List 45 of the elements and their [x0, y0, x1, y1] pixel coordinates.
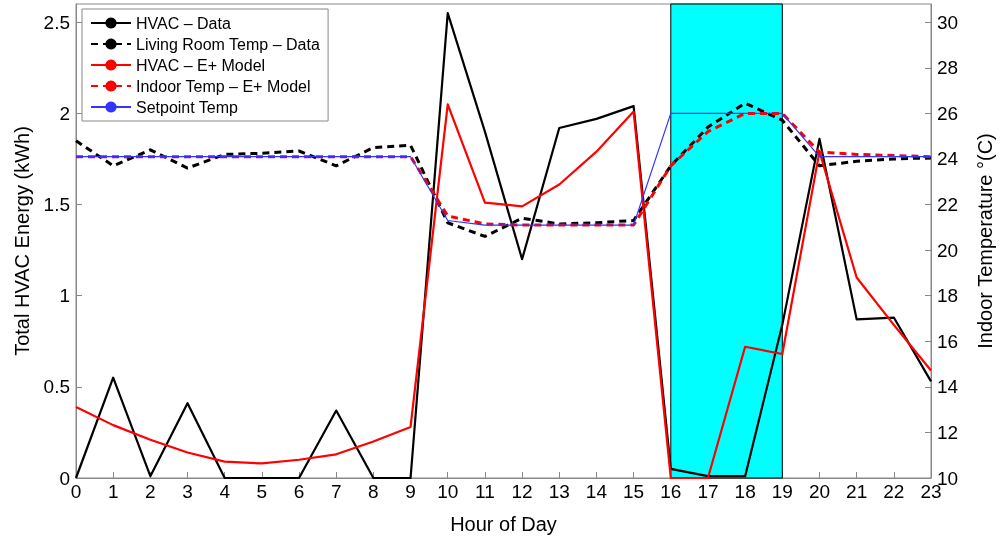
- x-tick-label: 2: [145, 481, 156, 502]
- y2-tick-label: 20: [937, 239, 959, 261]
- legend-label: Indoor Temp – E+ Model: [136, 77, 311, 95]
- x-tick-label: 16: [660, 481, 682, 502]
- y2-tick-label: 14: [937, 376, 959, 398]
- y-tick-label: 2.5: [43, 11, 70, 33]
- x-tick-label: 18: [734, 481, 756, 502]
- x-tick-label: 5: [256, 481, 268, 502]
- y2-axis-title: Indoor Temperature °(C): [974, 133, 996, 349]
- y-axis-title: Total HVAC Energy (kWh): [11, 126, 33, 356]
- y2-tick-label: 22: [937, 194, 959, 216]
- y-tick-label: 0.5: [43, 376, 70, 398]
- legend-label: Setpoint Temp: [136, 98, 239, 116]
- y-tick-label: 1: [59, 285, 70, 307]
- y2-tick-label: 16: [937, 330, 959, 352]
- y-tick-label: 2: [59, 102, 70, 124]
- legend-label: HVAC – Data: [136, 14, 231, 32]
- x-axis-title: Hour of Day: [450, 513, 557, 535]
- x-tick-label: 8: [368, 481, 379, 502]
- x-tick-label: 4: [219, 481, 231, 502]
- x-tick-label: 12: [511, 481, 533, 502]
- y2-tick-label: 24: [937, 148, 959, 170]
- y-tick-label: 1.5: [43, 194, 70, 216]
- x-tick-label: 19: [771, 481, 793, 502]
- x-tick-label: 17: [697, 481, 719, 502]
- legend-label: HVAC – E+ Model: [136, 56, 266, 74]
- x-tick-label: 1: [107, 481, 119, 502]
- x-tick-label: 14: [585, 481, 608, 502]
- y2-tick-label: 28: [937, 57, 959, 79]
- y2-tick-label: 18: [937, 285, 959, 307]
- x-tick-label: 21: [846, 481, 868, 502]
- x-tick-label: 11: [475, 481, 495, 502]
- x-tick-label: 22: [883, 481, 905, 502]
- y2-tick-label: 12: [937, 421, 959, 443]
- x-tick-label: 13: [548, 481, 570, 502]
- y2-tick-label: 26: [937, 102, 959, 124]
- x-tick-label: 6: [293, 481, 305, 502]
- y2-tick-label: 30: [937, 11, 959, 33]
- x-tick-label: 20: [808, 481, 831, 502]
- x-tick-label: 9: [405, 481, 416, 502]
- x-tick-label: 3: [182, 481, 193, 502]
- x-tick-label: 10: [437, 481, 459, 502]
- x-tick-label: 15: [623, 481, 645, 502]
- legend-label: Living Room Temp – Data: [136, 35, 320, 53]
- x-tick-label: 7: [330, 481, 342, 502]
